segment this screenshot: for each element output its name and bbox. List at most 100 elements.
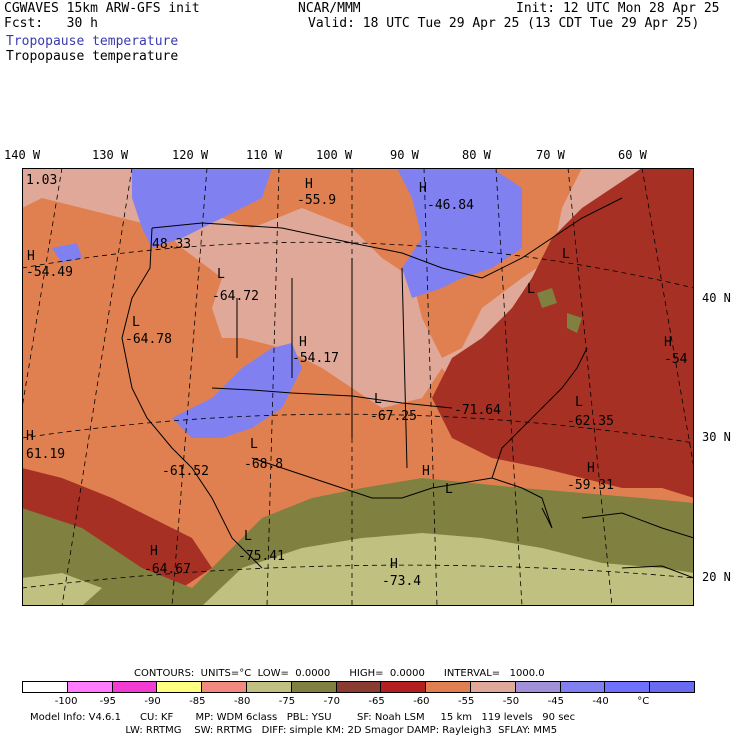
contour-info: CONTOURS: UNITS=°C LOW= 0.0000 HIGH= 0.0… (134, 668, 545, 679)
map-label: -62.35 (567, 414, 614, 429)
map-label: H (299, 335, 307, 350)
map-label: H (419, 181, 427, 196)
field-zone-lightolive (202, 533, 694, 606)
colorbar-label: -40 (592, 696, 609, 707)
colorbar-label: -70 (323, 696, 340, 707)
lon-label: 90 W (390, 148, 419, 162)
map-label: H (27, 249, 35, 264)
weather-map: 1.03 H -55.9 H -46.84 48.33 H -54.49 L -… (22, 168, 694, 606)
map-frame (22, 168, 694, 606)
center-name: NCAR/MMM (298, 1, 361, 16)
colorbar-label: -50 (502, 696, 520, 707)
map-label: 61.19 (26, 447, 65, 462)
map-label: -64.78 (125, 332, 172, 347)
map-label: L (244, 529, 252, 544)
colorbar-label: -85 (189, 696, 206, 707)
map-label: L (250, 437, 258, 452)
lon-label: 70 W (536, 148, 565, 162)
lon-label: 140 W (4, 148, 41, 162)
colorbar-swatch (559, 681, 606, 693)
map-label: -59.31 (567, 478, 614, 493)
map-label: -67.25 (370, 409, 417, 424)
map-label: -54.49 (26, 265, 73, 280)
lon-label: 120 W (172, 148, 209, 162)
map-label: -54.17 (292, 351, 339, 366)
lon-label: 100 W (316, 148, 353, 162)
lon-label: 80 W (462, 148, 491, 162)
map-label: H (390, 557, 398, 572)
map-label: -54 (664, 352, 688, 367)
map-label: -73.4 (382, 574, 421, 589)
map-label: -46.84 (427, 198, 474, 213)
colorbar-label: -45 (547, 696, 564, 707)
colorbar-label: °C (637, 696, 650, 707)
field-zone-darkred (22, 468, 212, 588)
colorbar-label: -75 (278, 696, 296, 707)
colorbar-swatch (246, 681, 292, 693)
colorbar-swatch (156, 681, 203, 693)
lon-label: 60 W (618, 148, 647, 162)
valid-time: Valid: 18 UTC Tue 29 Apr 25 (13 CDT Tue … (308, 16, 700, 31)
map-label: -68.8 (244, 457, 283, 472)
field-zone-pink (252, 228, 402, 358)
map-label: H (422, 464, 430, 479)
colorbar-swatch (604, 681, 651, 693)
colorbar-label: -90 (144, 696, 161, 707)
map-label: 1.03 (26, 173, 57, 188)
colorbar-swatch (380, 681, 427, 693)
colorbar-label: -80 (234, 696, 251, 707)
colorbar-swatch (290, 681, 337, 693)
map-label: L (445, 482, 453, 497)
map-label: -55.9 (297, 193, 336, 208)
colorbar-label: -60 (413, 696, 430, 707)
colorbar-label: -100 (54, 696, 78, 707)
model-title: CGWAVES 15km ARW-GFS init (4, 1, 200, 16)
field-zone-blue (52, 243, 82, 263)
map-label: L (217, 267, 225, 282)
map-label: L (575, 395, 583, 410)
lat-label: 30 N (702, 430, 731, 444)
map-label: -61.52 (162, 464, 209, 479)
colorbar-swatch (470, 681, 516, 693)
init-time: Init: 12 UTC Mon 28 Apr 25 (516, 1, 720, 16)
map-label: L (527, 282, 535, 297)
colorbar-swatch (514, 681, 561, 693)
forecast-hour: Fcst: 30 h (4, 16, 98, 31)
colorbar-swatch (335, 681, 382, 693)
field-speckle (567, 313, 582, 333)
map-label: L (562, 247, 570, 262)
colorbar-swatch (201, 681, 247, 693)
map-label: H (587, 461, 595, 476)
field-zone-blue (132, 168, 272, 248)
map-label: -64.72 (212, 289, 259, 304)
colorbar-label: -65 (368, 696, 385, 707)
field-speckle (537, 288, 557, 308)
map-label: H (305, 177, 313, 192)
field-zone-blue (172, 343, 302, 438)
field-zone-darkred (432, 168, 694, 498)
colorbar-swatch (649, 681, 695, 693)
colorbar-label: -55 (458, 696, 475, 707)
field-zone-lightolive (22, 573, 102, 606)
colorbar-label: -95 (99, 696, 116, 707)
field-title-shaded: Tropopause temperature (6, 34, 179, 49)
map-label: H (664, 335, 672, 350)
lat-label: 40 N (702, 291, 731, 305)
map-label: -71.64 (454, 403, 501, 418)
map-label: -64.67 (144, 562, 191, 577)
model-info-line1: Model Info: V4.6.1 CU: KF MP: WDM 6class… (30, 712, 576, 723)
field-title-contour: Tropopause temperature (6, 49, 179, 64)
model-info-line2: LW: RRTMG SW: RRTMG DIFF: simple KM: 2D … (30, 725, 558, 736)
map-label: -75.41 (238, 549, 285, 564)
coastlines (121, 197, 694, 579)
lat-label: 20 N (702, 570, 731, 584)
map-label: L (374, 392, 382, 407)
map-label: H (150, 544, 158, 559)
colorbar-swatch (425, 681, 471, 693)
colorbar-swatch (66, 681, 113, 693)
lon-label: 130 W (92, 148, 129, 162)
colorbar-swatch (22, 681, 68, 693)
map-label: 48.33 (152, 237, 191, 252)
lon-label: 110 W (246, 148, 283, 162)
map-label: L (132, 315, 140, 330)
